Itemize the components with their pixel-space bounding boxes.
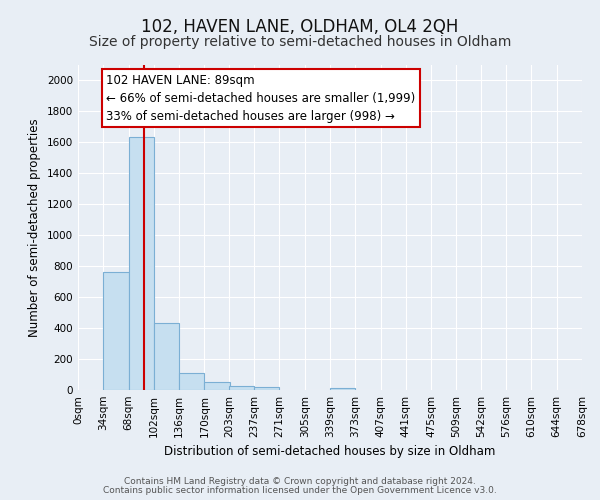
Bar — [128, 137, 154, 390]
Bar — [103, 272, 128, 390]
Text: 102, HAVEN LANE, OLDHAM, OL4 2QH: 102, HAVEN LANE, OLDHAM, OL4 2QH — [142, 18, 458, 36]
Text: Size of property relative to semi-detached houses in Oldham: Size of property relative to semi-detach… — [89, 35, 511, 49]
Bar — [154, 322, 179, 390]
Bar — [205, 382, 230, 390]
Text: Contains HM Land Registry data © Crown copyright and database right 2024.: Contains HM Land Registry data © Crown c… — [124, 477, 476, 486]
Bar — [254, 387, 280, 390]
Y-axis label: Number of semi-detached properties: Number of semi-detached properties — [28, 118, 41, 337]
X-axis label: Distribution of semi-detached houses by size in Oldham: Distribution of semi-detached houses by … — [164, 446, 496, 458]
Text: 102 HAVEN LANE: 89sqm
← 66% of semi-detached houses are smaller (1,999)
33% of s: 102 HAVEN LANE: 89sqm ← 66% of semi-deta… — [106, 74, 415, 123]
Text: Contains public sector information licensed under the Open Government Licence v3: Contains public sector information licen… — [103, 486, 497, 495]
Bar — [229, 386, 254, 390]
Bar — [179, 373, 205, 390]
Bar — [330, 388, 355, 390]
